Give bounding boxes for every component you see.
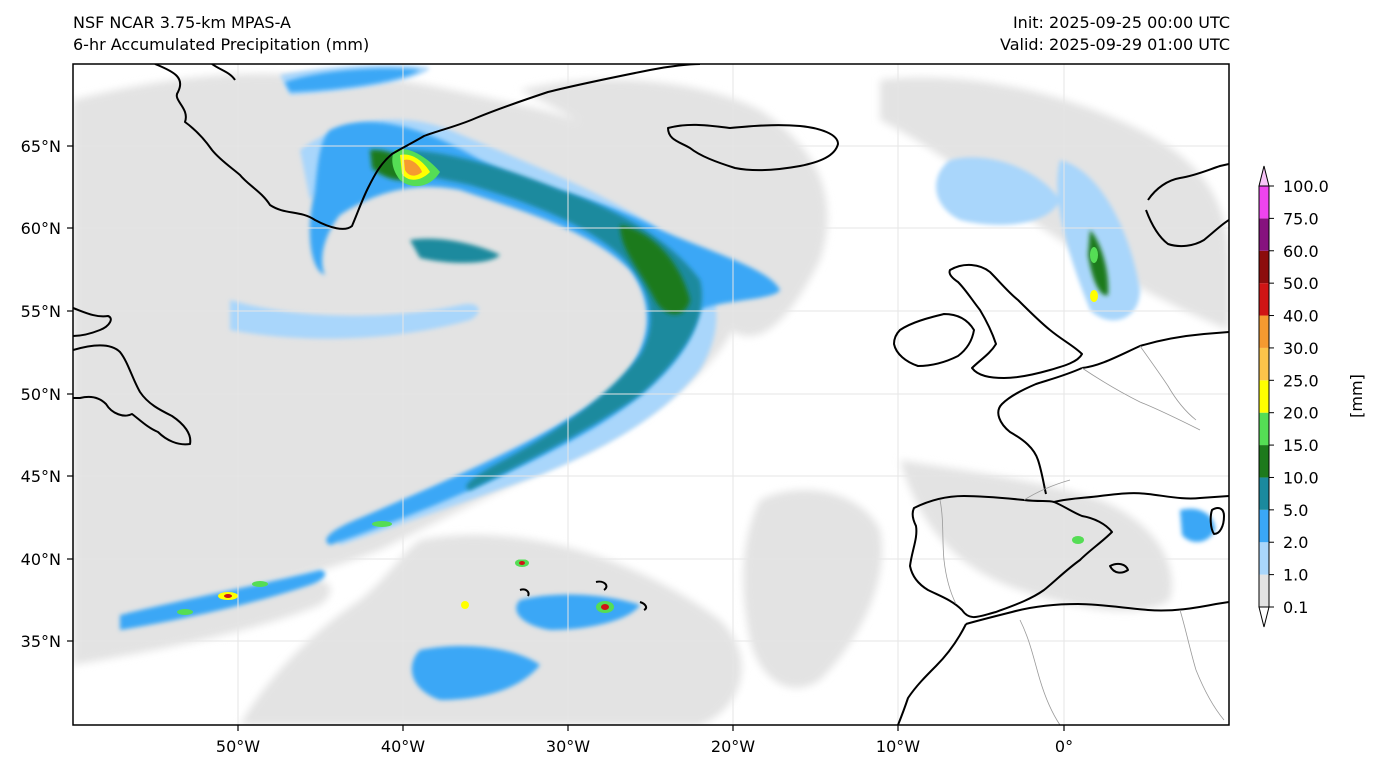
lat-tick-label: 60°N xyxy=(21,219,61,238)
colorbar-swatch xyxy=(1259,186,1269,219)
colorbar-swatch xyxy=(1259,315,1269,348)
precip-heavy-cells xyxy=(177,149,1098,615)
colorbar-tick-label: 60.0 xyxy=(1283,242,1319,261)
colorbar-swatch xyxy=(1259,347,1269,381)
map-area xyxy=(73,64,1229,725)
colorbar-tick-label: 0.1 xyxy=(1283,598,1308,617)
colorbar-swatch xyxy=(1259,283,1269,316)
colorbar-tick-label: 2.0 xyxy=(1283,533,1308,552)
africa-north-coast xyxy=(965,601,1229,625)
lat-tick-label: 65°N xyxy=(21,137,61,156)
lat-tick-label: 40°N xyxy=(21,550,61,569)
coastlines xyxy=(73,64,1229,725)
mediterranean-north-coast xyxy=(1053,492,1229,503)
colorbar-swatch xyxy=(1259,218,1269,251)
greenland-inner-coast xyxy=(211,64,236,81)
iceland-coast xyxy=(667,123,839,172)
lon-tick-label: 10°W xyxy=(876,737,920,756)
colorbar-swatch xyxy=(1259,574,1269,607)
lat-tick-labels: 65°N 60°N 55°N 50°N 45°N 40°N 35°N xyxy=(21,137,61,651)
azores-islands xyxy=(519,580,648,611)
ireland-coast xyxy=(893,313,975,367)
colorbar-swatch xyxy=(1259,380,1269,413)
colorbar-swatch xyxy=(1259,412,1269,446)
colorbar: 0.1 1.0 2.0 5.0 10.0 15.0 20.0 25.0 30.0 40.0 50.0… xyxy=(1258,165,1329,628)
colorbar-tick-label: 25.0 xyxy=(1283,371,1319,390)
model-title: NSF NCAR 3.75-km MPAS-A xyxy=(73,13,291,32)
britain-coast xyxy=(948,264,1083,379)
lat-tick-label: 45°N xyxy=(21,467,61,486)
lon-tick-label: 20°W xyxy=(711,737,755,756)
colorbar-tick-label: 1.0 xyxy=(1283,566,1308,585)
norway-south-coast xyxy=(1145,209,1229,248)
lon-tick-labels: 50°W 40°W 30°W 20°W 10°W 0° xyxy=(216,737,1073,756)
colorbar-tick-label: 40.0 xyxy=(1283,307,1319,326)
lat-tick-label: 35°N xyxy=(21,632,61,651)
colorbar-tick-label: 20.0 xyxy=(1283,404,1319,423)
africa-west-coast xyxy=(897,623,967,725)
colorbar-tick-label: 10.0 xyxy=(1283,468,1319,487)
balearic-coast xyxy=(1109,562,1129,574)
country-borders xyxy=(939,345,1225,725)
colorbar-tick-label: 15.0 xyxy=(1283,436,1319,455)
colorbar-tick-label: 50.0 xyxy=(1283,274,1319,293)
france-west-coast xyxy=(997,367,1083,495)
colorbar-swatch xyxy=(1259,509,1269,543)
greenland-coast xyxy=(154,64,701,230)
colorbar-swatch xyxy=(1259,477,1269,510)
colorbar-tick-label: 30.0 xyxy=(1283,339,1319,358)
labrador-coast xyxy=(73,307,112,337)
iberia-coast xyxy=(909,495,1113,618)
corsica-coast xyxy=(1209,507,1225,535)
lon-tick-label: 40°W xyxy=(381,737,425,756)
colorbar-swatch xyxy=(1259,445,1269,478)
lat-tick-label: 55°N xyxy=(21,302,61,321)
colorbar-outline xyxy=(1258,185,1270,608)
lon-tick-label: 0° xyxy=(1055,737,1073,756)
colorbar-swatch xyxy=(1259,542,1269,575)
axis-ticks xyxy=(67,145,1065,731)
colorbar-swatch xyxy=(1259,250,1269,284)
field-title: 6-hr Accumulated Precipitation (mm) xyxy=(73,35,370,54)
colorbar-tick-label: 75.0 xyxy=(1283,209,1319,228)
colorbar-tick-label: 100.0 xyxy=(1283,177,1329,196)
newfoundland-coast xyxy=(73,344,192,446)
colorbar-under-extension xyxy=(1258,606,1270,628)
lon-tick-label: 30°W xyxy=(546,737,590,756)
colorbar-tick-label: 5.0 xyxy=(1283,501,1308,520)
header-right: Init: 2025-09-25 00:00 UTC Valid: 2025-0… xyxy=(1000,12,1230,56)
colorbar-unit-label: [mm] xyxy=(1347,374,1366,418)
norway-coast xyxy=(1147,163,1229,201)
valid-time: Valid: 2025-09-29 01:00 UTC xyxy=(999,35,1230,54)
colorbar-over-extension xyxy=(1258,165,1270,187)
init-time: Init: 2025-09-25 00:00 UTC xyxy=(1012,13,1230,32)
lon-tick-label: 50°W xyxy=(216,737,260,756)
header-left: NSF NCAR 3.75-km MPAS-A 6-hr Accumulated… xyxy=(73,12,369,56)
lat-tick-label: 50°N xyxy=(21,385,61,404)
